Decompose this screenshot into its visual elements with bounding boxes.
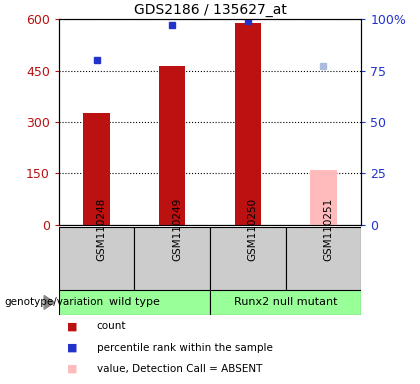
Text: percentile rank within the sample: percentile rank within the sample bbox=[97, 343, 273, 353]
Bar bbox=[59, 227, 134, 290]
Text: GSM110249: GSM110249 bbox=[172, 198, 182, 262]
Bar bbox=[159, 66, 186, 225]
Bar bbox=[234, 23, 261, 225]
Bar bbox=[210, 290, 361, 315]
Bar bbox=[210, 227, 286, 290]
Bar bbox=[59, 290, 210, 315]
Bar bbox=[134, 227, 210, 290]
Bar bbox=[83, 113, 110, 225]
Text: ■: ■ bbox=[67, 321, 78, 331]
Text: GSM110250: GSM110250 bbox=[248, 198, 258, 261]
Title: GDS2186 / 135627_at: GDS2186 / 135627_at bbox=[134, 3, 286, 17]
Text: ■: ■ bbox=[67, 364, 78, 374]
Text: genotype/variation: genotype/variation bbox=[4, 297, 103, 308]
Text: ■: ■ bbox=[67, 343, 78, 353]
Bar bbox=[310, 170, 336, 225]
Bar bbox=[286, 227, 361, 290]
Text: GSM110248: GSM110248 bbox=[97, 198, 107, 262]
Text: Runx2 null mutant: Runx2 null mutant bbox=[234, 297, 337, 308]
Polygon shape bbox=[44, 296, 55, 310]
Text: value, Detection Call = ABSENT: value, Detection Call = ABSENT bbox=[97, 364, 262, 374]
Text: wild type: wild type bbox=[109, 297, 160, 308]
Text: GSM110251: GSM110251 bbox=[323, 198, 333, 262]
Text: count: count bbox=[97, 321, 126, 331]
